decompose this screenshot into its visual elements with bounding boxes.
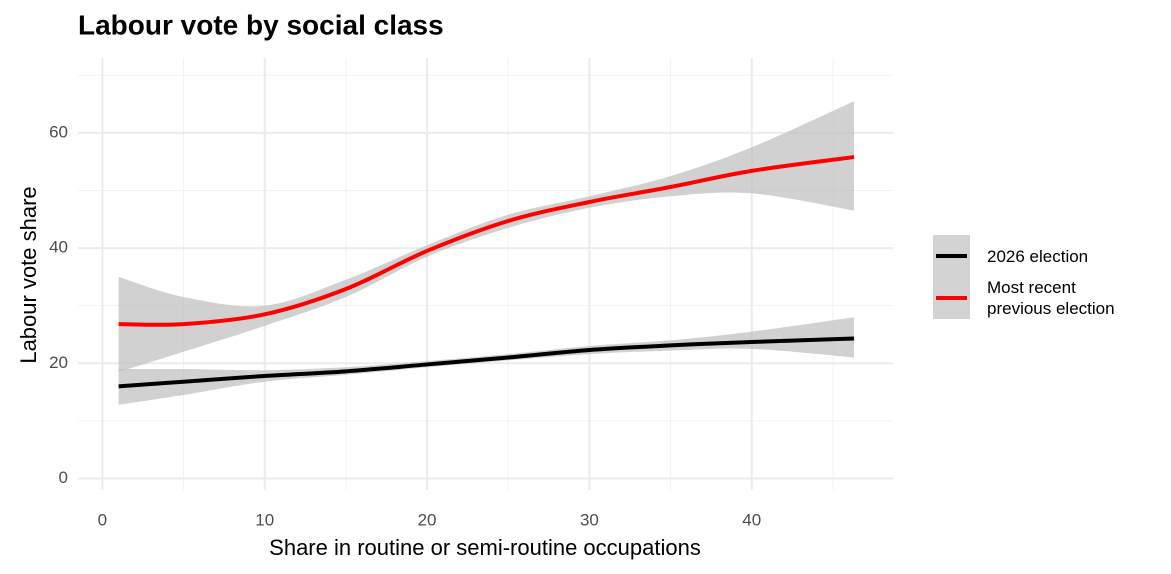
y-tick-label: 40 (49, 238, 68, 257)
x-tick-label: 0 (98, 510, 107, 529)
chart-title: Labour vote by social class (78, 9, 444, 40)
legend-item: Most recent previous election (933, 277, 1115, 319)
x-tick-label: 40 (742, 510, 761, 529)
legend-item: 2026 election (933, 235, 1115, 277)
x-tick-label: 20 (418, 510, 437, 529)
y-tick-label: 60 (49, 122, 68, 141)
legend-line (936, 254, 967, 258)
legend-line (936, 296, 967, 300)
x-tick-label: 10 (255, 510, 274, 529)
legend-key (933, 235, 970, 277)
x-axis-label: Share in routine or semi-routine occupat… (269, 535, 701, 560)
legend: 2026 election Most recent previous electi… (933, 235, 1115, 319)
legend-key (933, 277, 970, 319)
y-tick-label: 0 (59, 468, 68, 487)
line (118, 336, 855, 389)
line (118, 155, 855, 327)
y-axis-label: Labour vote share (16, 186, 41, 363)
legend-label: Most recent previous election (987, 278, 1115, 318)
x-tick-label: 30 (580, 510, 599, 529)
confidence-band (118, 101, 855, 372)
legend-label: 2026 election (987, 246, 1089, 266)
y-tick-label: 20 (49, 353, 68, 372)
